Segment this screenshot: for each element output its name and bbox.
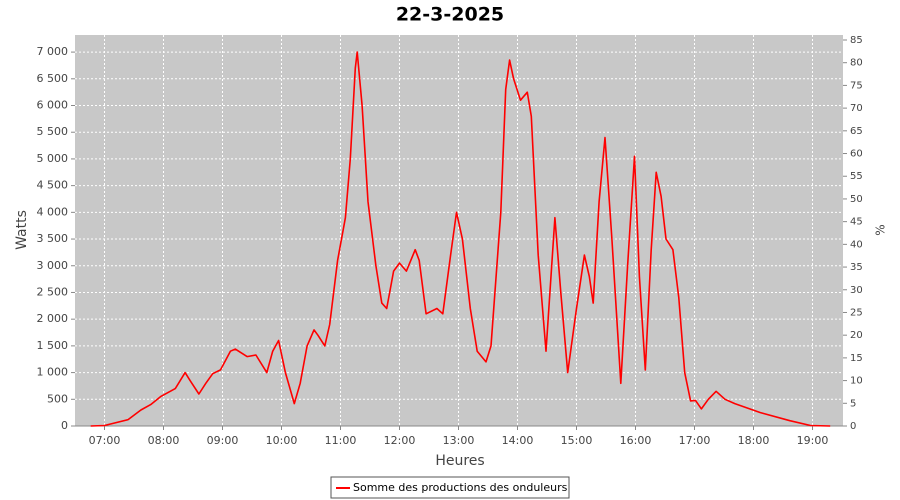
- x-tick-label: 10:00: [266, 434, 298, 447]
- legend: [330, 476, 570, 499]
- y-tick-label: 4 000: [37, 205, 69, 218]
- x-tick-label: 11:00: [325, 434, 357, 447]
- y2-tick-label: 40: [850, 239, 863, 250]
- y2-tick-label: 70: [850, 103, 863, 114]
- y2-tick-label: 50: [850, 194, 863, 205]
- y2-tick-label: 35: [850, 262, 863, 273]
- x-tick-label: 12:00: [384, 434, 416, 447]
- y-tick-label: 6 500: [37, 72, 69, 85]
- legend-label: Somme des productions des onduleurs: [353, 481, 568, 494]
- y-axis-label: Watts: [14, 210, 30, 250]
- y2-tick-label: 55: [850, 171, 863, 182]
- y-tick-label: 1 500: [37, 339, 69, 352]
- x-tick-label: 15:00: [561, 434, 593, 447]
- y-tick-label: 0: [61, 419, 68, 432]
- y-tick-label: 500: [47, 392, 68, 405]
- y2-tick-label: 5: [850, 398, 856, 409]
- y2-axis-label: %: [874, 224, 888, 235]
- y2-tick-label: 10: [850, 376, 863, 387]
- y-tick-label: 3 500: [37, 232, 69, 245]
- x-tick-label: 19:00: [797, 434, 829, 447]
- x-tick-label: 07:00: [89, 434, 121, 447]
- y2-tick-label: 80: [850, 58, 863, 69]
- y-tick-label: 2 000: [37, 312, 69, 325]
- y-tick-label: 2 500: [37, 285, 69, 298]
- y-tick-label: 6 000: [37, 99, 69, 112]
- y2-tick-label: 75: [850, 80, 863, 91]
- x-tick-label: 18:00: [738, 434, 770, 447]
- y-tick-label: 1 000: [37, 366, 69, 379]
- x-tick-label: 09:00: [207, 434, 239, 447]
- y-tick-label: 4 500: [37, 179, 69, 192]
- y2-tick-label: 85: [850, 35, 863, 46]
- chart-title: 22-3-2025: [396, 4, 504, 26]
- x-tick-label: 17:00: [679, 434, 711, 447]
- y2-tick-label: 30: [850, 285, 863, 296]
- x-tick-label: 16:00: [620, 434, 652, 447]
- x-tick-label: 13:00: [443, 434, 475, 447]
- y2-tick-label: 20: [850, 330, 863, 341]
- y-tick-label: 3 000: [37, 259, 69, 272]
- y2-tick-label: 25: [850, 307, 863, 318]
- x-tick-label: 14:00: [502, 434, 534, 447]
- x-tick-label: 08:00: [148, 434, 180, 447]
- x-axis-label: Heures: [435, 453, 484, 469]
- y2-tick-label: 15: [850, 353, 863, 364]
- y2-tick-label: 45: [850, 217, 863, 228]
- y-tick-label: 7 000: [37, 45, 69, 58]
- series-line: [90, 51, 831, 427]
- y2-tick-label: 60: [850, 149, 863, 160]
- y-tick-label: 5 500: [37, 125, 69, 138]
- y2-tick-label: 65: [850, 126, 863, 137]
- y2-tick-label: 0: [850, 421, 856, 432]
- y-tick-label: 5 000: [37, 152, 69, 165]
